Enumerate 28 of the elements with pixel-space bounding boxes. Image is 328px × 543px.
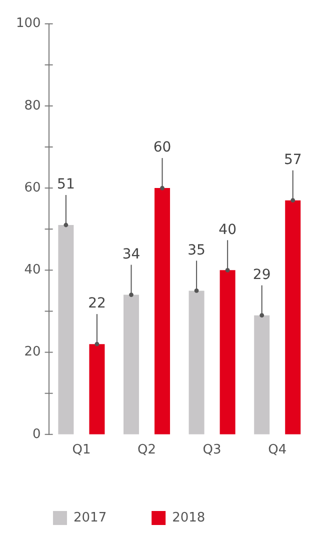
data-label: 29 (252, 266, 271, 283)
legend-label: 2018 (172, 510, 206, 526)
bar (154, 188, 170, 434)
bar (123, 294, 140, 434)
y-tick-label: 0 (32, 426, 41, 442)
bar (89, 344, 105, 434)
y-tick-label: 20 (24, 344, 41, 360)
bar (188, 290, 204, 434)
x-tick-label: Q1 (72, 442, 91, 458)
data-label: 51 (57, 176, 75, 193)
x-tick-label: Q2 (138, 442, 156, 458)
bar (58, 224, 74, 434)
data-label: 34 (122, 246, 140, 262)
data-label: 57 (284, 152, 302, 168)
data-label: 60 (153, 140, 172, 156)
bar (254, 315, 270, 434)
data-label: 40 (218, 222, 236, 238)
y-tick-label: 40 (24, 262, 41, 278)
x-tick-label: Q3 (202, 442, 222, 458)
bar (285, 200, 301, 434)
y-tick-label: 60 (24, 180, 41, 196)
data-label: 35 (188, 242, 206, 258)
x-tick-label: Q4 (268, 442, 287, 458)
data-label: 22 (88, 296, 106, 312)
y-tick-label: 100 (16, 16, 41, 32)
bar (220, 270, 236, 434)
legend-label: 2017 (74, 510, 107, 526)
y-tick-label: 80 (24, 98, 41, 114)
